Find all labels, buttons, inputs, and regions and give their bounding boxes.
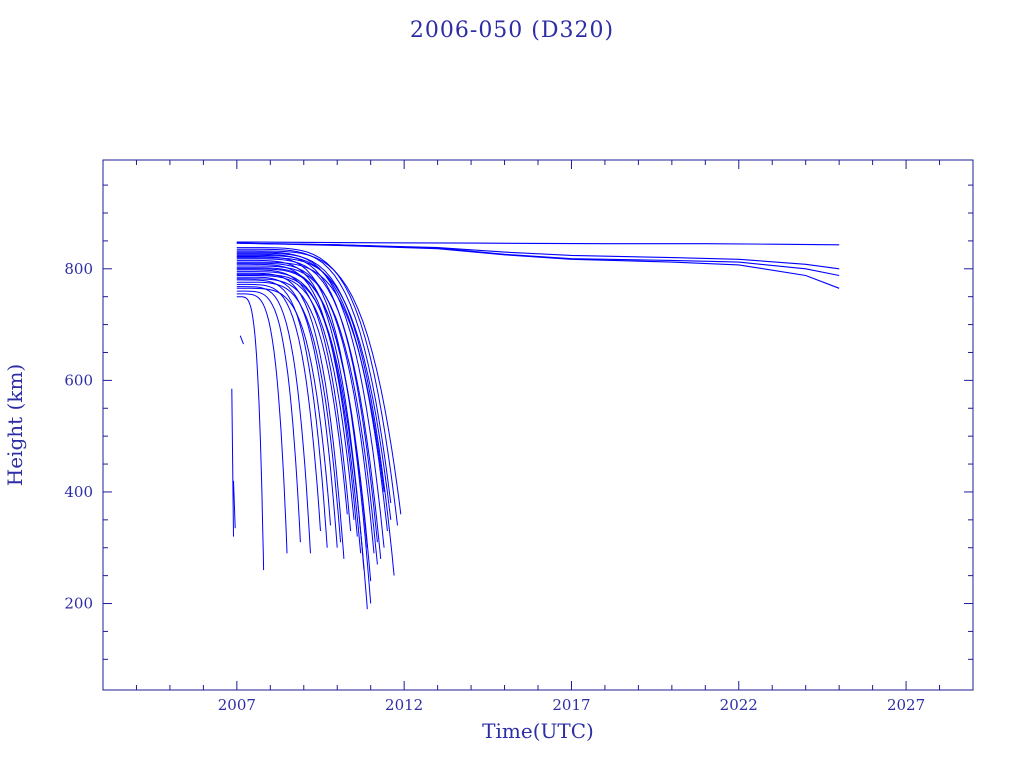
series-line	[236, 247, 398, 526]
series-line	[236, 287, 331, 526]
x-tick-label: 2017	[552, 696, 590, 714]
x-tick-label: 2022	[720, 696, 758, 714]
x-tick-label: 2007	[218, 696, 256, 714]
series-line	[236, 248, 392, 504]
y-tick-label: 600	[64, 371, 93, 389]
tick-labels: 2007 2012 2017 2022 2027 200 400 600 800	[64, 260, 925, 714]
series-line	[239, 335, 244, 345]
y-tick-label: 200	[64, 595, 93, 613]
series-line	[236, 253, 378, 543]
tick-marks	[103, 160, 973, 690]
series-line	[236, 241, 840, 246]
series-line	[236, 296, 265, 571]
series-line	[236, 265, 378, 565]
plot-frame	[102, 159, 974, 691]
series-line	[236, 281, 342, 543]
series-line	[236, 268, 372, 582]
series-line	[236, 254, 388, 532]
series-line	[236, 275, 355, 520]
series-line	[236, 276, 338, 548]
series-line	[236, 290, 301, 543]
x-axis-label: Time(UTC)	[482, 719, 594, 743]
series-line	[236, 279, 328, 548]
x-tick-label: 2012	[385, 696, 423, 714]
series-line	[236, 272, 345, 559]
y-tick-label: 800	[64, 260, 93, 278]
series-line	[236, 261, 385, 492]
series-group	[231, 241, 840, 610]
series-line	[236, 256, 372, 604]
series-line	[236, 251, 385, 548]
chart-title: 2006-050 (D320)	[410, 18, 614, 43]
series-line	[236, 273, 368, 610]
series-line	[236, 286, 311, 554]
series-line	[236, 283, 321, 532]
series-line	[236, 250, 402, 515]
series-line	[236, 242, 840, 277]
y-tick-label: 400	[64, 483, 93, 501]
y-axis-label: Height (km)	[3, 364, 27, 486]
series-line	[236, 278, 348, 515]
series-line	[236, 293, 288, 554]
series-line	[236, 257, 392, 520]
series-line	[233, 480, 236, 529]
series-line	[236, 258, 382, 559]
series-line	[231, 388, 234, 537]
series-line	[236, 263, 358, 537]
series-line	[236, 242, 840, 289]
x-tick-label: 2027	[887, 696, 925, 714]
